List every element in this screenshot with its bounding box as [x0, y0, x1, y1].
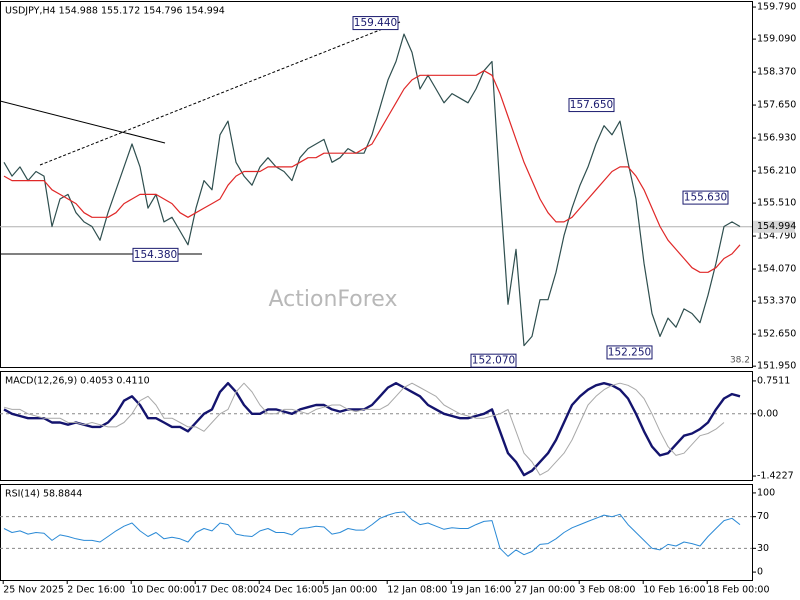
x-tick-label: 10 Dec 00:00 — [131, 585, 195, 596]
annotation-box — [352, 16, 399, 31]
panel-title: RSI(14) 58.8844 — [5, 489, 82, 500]
y-tick-label: 0 — [757, 567, 763, 578]
y-tick-label: 0.7511 — [757, 375, 790, 386]
annotation-label: 155.630 — [684, 192, 727, 204]
y-tick-label: 30 — [757, 543, 769, 554]
series-line — [3, 382, 725, 476]
rsi-panel — [0, 484, 753, 581]
price-panel — [0, 1, 753, 368]
trend-line-dashed — [39, 21, 401, 166]
panel-title: MACD(12,26,9) 0.4053 0.4110 — [5, 376, 150, 387]
y-tick-label: 157.650 — [757, 100, 796, 111]
annotation-box — [682, 190, 729, 205]
series-line — [3, 33, 741, 347]
x-tick-label: 17 Dec 08:00 — [195, 585, 259, 596]
y-tick-label: 154.070 — [757, 264, 796, 275]
last-price-label: 154.994 — [757, 221, 796, 232]
annotation-box — [568, 98, 615, 113]
last-price-box — [753, 220, 795, 233]
y-tick-label: 155.510 — [757, 198, 796, 209]
annotation-label: 152.250 — [608, 346, 651, 358]
fib-label: 38.2 — [730, 356, 750, 366]
watermark: ActionForex — [269, 287, 398, 312]
series-line — [3, 382, 741, 477]
y-tick-label: 159.790 — [757, 2, 796, 13]
annotation-label: 152.070 — [472, 355, 515, 367]
annotation-box — [132, 247, 179, 262]
y-tick-label: 153.370 — [757, 296, 796, 307]
y-tick-label: 100 — [757, 487, 775, 498]
x-tick-label: 10 Feb 16:00 — [643, 585, 705, 596]
y-tick-label: 151.950 — [757, 361, 796, 372]
x-tick-label: 27 Jan 00:00 — [515, 585, 575, 596]
x-tick-label: 12 Jan 08:00 — [387, 585, 447, 596]
x-tick-label: 25 Nov 2025 — [3, 585, 64, 596]
annotation-box — [606, 345, 653, 360]
series-line — [3, 70, 741, 273]
y-tick-label: 156.930 — [757, 133, 796, 144]
trend-line — [0, 100, 166, 144]
x-tick-label: 3 Feb 08:00 — [579, 585, 635, 596]
y-tick-label: 158.370 — [757, 67, 796, 78]
macd-panel — [0, 371, 753, 481]
y-tick-label: 159.090 — [757, 34, 796, 45]
series-line — [3, 511, 741, 557]
annotation-box — [470, 353, 517, 368]
x-tick-label: 19 Jan 16:00 — [451, 585, 511, 596]
x-tick-label: 2 Dec 16:00 — [67, 585, 125, 596]
x-tick-label: 18 Feb 00:00 — [707, 585, 769, 596]
y-tick-label: 70 — [757, 511, 769, 522]
y-tick-label: 152.650 — [757, 329, 796, 340]
y-tick-label: -1.4227 — [757, 471, 794, 482]
y-tick-label: 156.210 — [757, 166, 796, 177]
annotation-label: 159.440 — [354, 17, 397, 29]
x-tick-label: 24 Dec 16:00 — [259, 585, 323, 596]
annotation-label: 154.380 — [134, 249, 177, 261]
panel-title: USDJPY,H4 154.988 155.172 154.796 154.99… — [5, 6, 225, 17]
annotation-label: 157.650 — [570, 99, 613, 111]
x-tick-label: 5 Jan 00:00 — [323, 585, 377, 596]
y-tick-label: 154.790 — [757, 231, 796, 242]
y-tick-label: 0.00 — [757, 408, 778, 419]
